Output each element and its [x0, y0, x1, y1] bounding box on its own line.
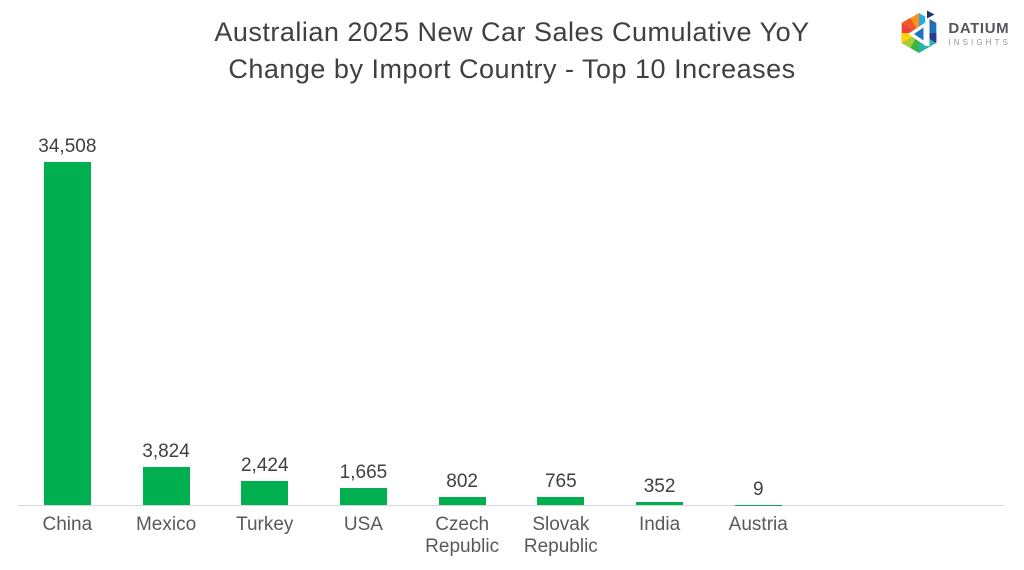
datium-insights-logo: DATIUM INSIGHTS [899, 10, 1011, 59]
category-label: Czech Republic [425, 514, 500, 557]
category-label: Slovak Republic [523, 514, 598, 557]
bar-value-label: 9 [752, 478, 764, 500]
bar-value-label: 2,424 [240, 454, 289, 476]
bar-value-label: 1,665 [339, 462, 388, 484]
datium-logo-subname: INSIGHTS [948, 38, 1011, 47]
category-label: China [42, 514, 93, 535]
bar-value-label: 802 [446, 471, 478, 493]
bar [537, 497, 585, 505]
bar [636, 501, 684, 505]
datium-logo-name: DATIUM [948, 20, 1010, 37]
chart-title-line1: Australian 2025 New Car Sales Cumulative… [214, 17, 810, 47]
datium-logo-text: DATIUM INSIGHTS [948, 21, 1011, 48]
x-axis-line [18, 505, 1005, 506]
bar [339, 488, 387, 505]
bar-value-label: 765 [544, 471, 577, 493]
chart-title: Australian 2025 New Car Sales Cumulative… [0, 14, 1024, 88]
category-label: Austria [728, 514, 788, 535]
category-label: Turkey [236, 514, 294, 535]
bar-value-label: 34,508 [38, 136, 97, 157]
category-label: India [638, 514, 681, 535]
chart-title-line2: Change by Import Country - Top 10 Increa… [228, 54, 796, 84]
category-label: USA [343, 514, 383, 535]
bar [438, 497, 486, 505]
category-label: Mexico [135, 514, 197, 535]
bar-value-label: 352 [643, 475, 676, 497]
datium-logo-icon [899, 10, 943, 59]
bar [142, 466, 190, 505]
bar [241, 480, 289, 505]
bar-value-label: 3,824 [142, 441, 190, 462]
bar [43, 162, 91, 505]
